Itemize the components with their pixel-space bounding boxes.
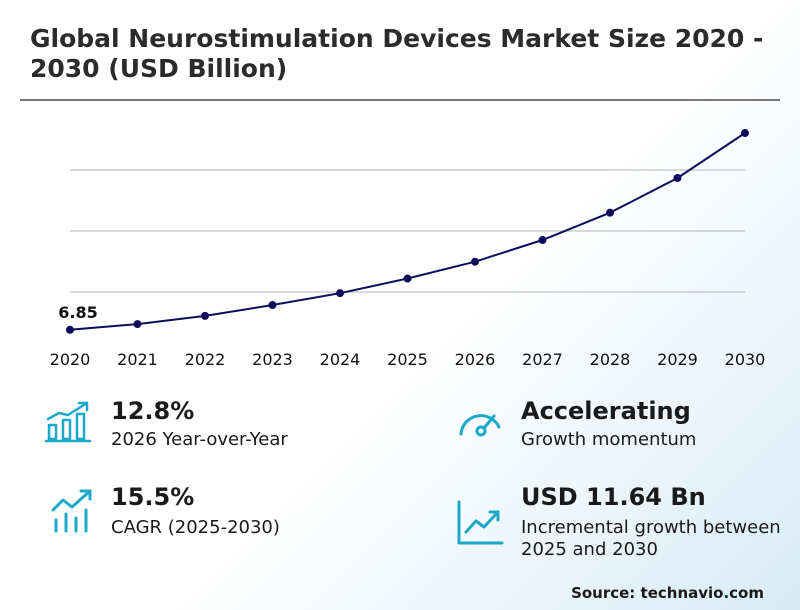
x-tick-label: 2030 bbox=[725, 350, 766, 369]
kpi-cagr-value: 15.5% bbox=[111, 483, 195, 511]
trend-bars-icon bbox=[50, 488, 96, 538]
x-tick-label: 2029 bbox=[657, 350, 698, 369]
title-divider bbox=[20, 99, 780, 101]
data-label: 6.85 bbox=[58, 303, 97, 322]
data-point-2030 bbox=[741, 129, 749, 138]
x-tick-label: 2028 bbox=[590, 350, 631, 369]
source-credit: Source: technavio.com bbox=[571, 584, 764, 602]
data-point-2023 bbox=[268, 301, 277, 310]
data-point-2027 bbox=[538, 236, 547, 245]
kpi-yoy-value: 12.8% bbox=[111, 397, 195, 425]
data-point-2025 bbox=[403, 274, 412, 283]
x-tick-label: 2027 bbox=[522, 350, 563, 369]
x-tick-label: 2020 bbox=[50, 350, 91, 369]
line-chart: 2020 2021 2022 2023 2024 2025 2026 2027 2028 2029… bbox=[50, 129, 766, 369]
data-labels: 6.85 bbox=[58, 303, 97, 322]
data-points bbox=[66, 129, 749, 334]
kpi-incremental-value: USD 11.64 Bn bbox=[521, 483, 706, 511]
data-point-2021 bbox=[133, 320, 142, 329]
kpi-momentum-label: Growth momentum bbox=[521, 429, 697, 450]
data-point-2026 bbox=[471, 257, 479, 266]
x-tick-label: 2023 bbox=[252, 350, 293, 369]
x-axis-tick-labels: 2020 2021 2022 2023 2024 2025 2026 2027 2028 2029… bbox=[50, 350, 766, 369]
bar-chart-growth-icon bbox=[44, 400, 94, 448]
line-chart-up-icon bbox=[456, 500, 504, 550]
x-tick-label: 2025 bbox=[387, 350, 428, 369]
data-point-2029 bbox=[673, 173, 682, 182]
chart-title: Global Neurostimulation Devices Market S… bbox=[30, 24, 764, 83]
kpi-yoy-label: 2026 Year-over-Year bbox=[111, 429, 288, 450]
x-tick-label: 2022 bbox=[185, 350, 226, 369]
kpi-cagr-label: CAGR (2025-2030) bbox=[111, 517, 280, 538]
gridlines bbox=[70, 169, 745, 293]
data-point-2028 bbox=[606, 208, 614, 217]
x-tick-label: 2024 bbox=[320, 350, 361, 369]
x-tick-label: 2026 bbox=[455, 350, 496, 369]
data-point-2022 bbox=[201, 311, 209, 320]
data-point-2024 bbox=[336, 289, 344, 298]
x-tick-label: 2021 bbox=[117, 350, 158, 369]
speedometer-icon bbox=[455, 402, 505, 446]
data-point-2020 bbox=[66, 325, 74, 334]
kpi-momentum-value: Accelerating bbox=[521, 397, 691, 425]
kpi-incremental-label: Incremental growth between 2025 and 2030 bbox=[521, 517, 781, 560]
